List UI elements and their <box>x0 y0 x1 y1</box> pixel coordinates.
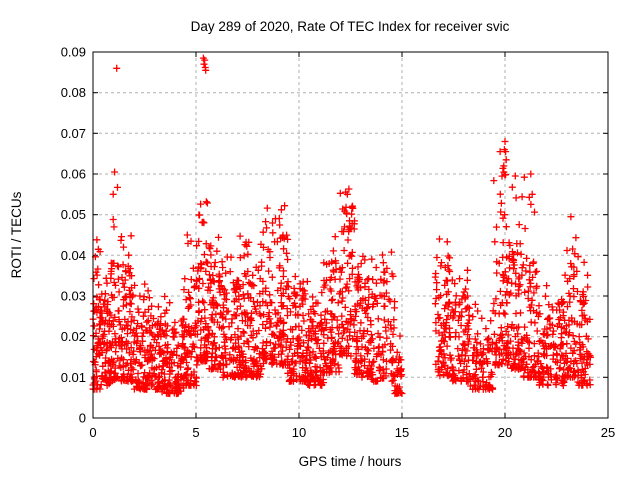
gridlines <box>93 52 608 418</box>
x-tick-labels: 0 5 10 15 20 25 <box>89 425 615 440</box>
x-tick-label: 0 <box>89 425 96 440</box>
chart-title: Day 289 of 2020, Rate Of TEC Index for r… <box>191 19 510 34</box>
y-tick-label: 0.05 <box>61 207 86 222</box>
x-tick-label: 25 <box>601 425 615 440</box>
scatter-points <box>89 54 594 398</box>
y-axis-label: ROTI / TECUs <box>9 191 24 278</box>
x-axis-label: GPS time / hours <box>299 454 402 469</box>
y-tick-label: 0.02 <box>61 329 86 344</box>
y-tick-label: 0.09 <box>61 45 86 60</box>
x-tick-label: 5 <box>192 425 199 440</box>
y-tick-label: 0.07 <box>61 126 86 141</box>
x-tick-label: 10 <box>292 425 306 440</box>
plot-border <box>92 51 609 419</box>
x-tick-label: 20 <box>498 425 512 440</box>
x-tick-label: 15 <box>395 425 409 440</box>
y-tick-label: 0.01 <box>61 370 86 385</box>
y-tick-label: 0.04 <box>61 248 86 263</box>
y-tick-label: 0 <box>79 411 86 426</box>
y-tick-label: 0.08 <box>61 85 86 100</box>
y-tick-label: 0.06 <box>61 167 86 182</box>
y-tick-labels: 0 0.01 0.02 0.03 0.04 0.05 0.06 0.07 0.08 0.09 <box>61 45 86 426</box>
y-tick-label: 0.03 <box>61 289 86 304</box>
series-roti-markers <box>89 54 594 398</box>
